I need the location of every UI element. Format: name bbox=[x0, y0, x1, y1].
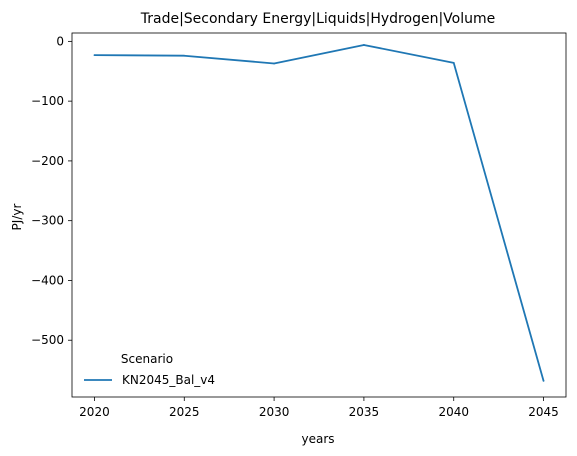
legend-series-label: KN2045_Bal_v4 bbox=[122, 373, 215, 387]
x-tick-label-5: 2045 bbox=[528, 405, 559, 419]
plot-area: 2020 2025 2030 2035 2040 2045 0 −100 −200 −300 −40… bbox=[31, 32, 567, 419]
y-tick-label-0: 0 bbox=[56, 34, 64, 48]
y-axis-label: PJ/yr bbox=[10, 204, 24, 231]
data-point-0-3 bbox=[363, 44, 365, 46]
data-point-0-2 bbox=[273, 62, 275, 65]
x-tick-label-2: 2030 bbox=[259, 405, 290, 419]
y-tick-label-2: −200 bbox=[31, 154, 64, 168]
x-tick-label-3: 2035 bbox=[349, 405, 380, 419]
y-tick-label-4: −400 bbox=[31, 273, 64, 287]
data-point-0-4 bbox=[452, 61, 455, 64]
x-tick-label-1: 2025 bbox=[169, 405, 200, 419]
legend-title: Scenario bbox=[121, 352, 173, 366]
data-point-0-1 bbox=[183, 54, 186, 57]
y-tick-label-5: −500 bbox=[31, 333, 64, 347]
y-tick-label-3: −300 bbox=[31, 214, 64, 228]
legend: Scenario KN2045_Bal_v4 bbox=[84, 352, 215, 387]
x-tick-label-0: 2020 bbox=[79, 405, 110, 419]
axes-frame bbox=[71, 32, 567, 398]
x-tick-label-4: 2040 bbox=[438, 405, 469, 419]
chart-title: Trade|Secondary Energy|Liquids|Hydrogen|… bbox=[140, 11, 495, 27]
y-tick-label-1: −100 bbox=[31, 94, 64, 108]
data-point-0-5 bbox=[542, 379, 545, 382]
x-axis-label: years bbox=[301, 432, 334, 446]
series-line-0 bbox=[94, 44, 545, 382]
data-point-0-0 bbox=[93, 54, 96, 57]
